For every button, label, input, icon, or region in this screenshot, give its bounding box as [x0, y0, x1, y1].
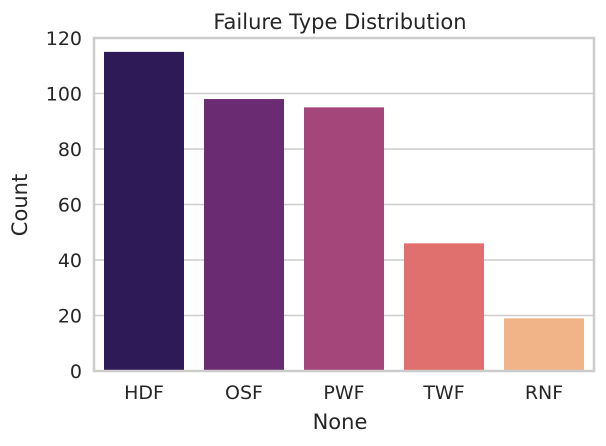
- bar-rnf: [504, 318, 584, 371]
- x-tick-label: PWF: [323, 382, 364, 404]
- y-tick-label: 20: [58, 306, 82, 328]
- bar-osf: [204, 99, 284, 372]
- plot-frame: [92, 36, 596, 373]
- y-tick-label: 0: [70, 361, 82, 383]
- x-tick-label: OSF: [225, 382, 263, 404]
- x-tick-label: HDF: [124, 382, 164, 404]
- y-tick-label: 120: [46, 28, 82, 50]
- y-tick-labels: 0 20 40 60 80 100 120: [46, 28, 82, 383]
- x-tick-label: TWF: [422, 382, 464, 404]
- y-axis-label: Count: [8, 174, 32, 236]
- x-axis-label: None: [313, 410, 368, 434]
- bar-twf: [404, 243, 484, 371]
- bar-hdf: [104, 51, 184, 371]
- bar-pwf: [304, 107, 384, 371]
- y-tick-label: 80: [58, 139, 82, 161]
- chart-title: Failure Type Distribution: [213, 10, 466, 34]
- bars: [104, 51, 584, 372]
- y-tick-label: 100: [46, 84, 82, 106]
- y-tick-label: 60: [58, 195, 82, 217]
- x-tick-label: RNF: [525, 382, 563, 404]
- y-tick-label: 40: [58, 250, 82, 272]
- x-tick-labels: HDF OSF PWF TWF RNF: [124, 382, 563, 404]
